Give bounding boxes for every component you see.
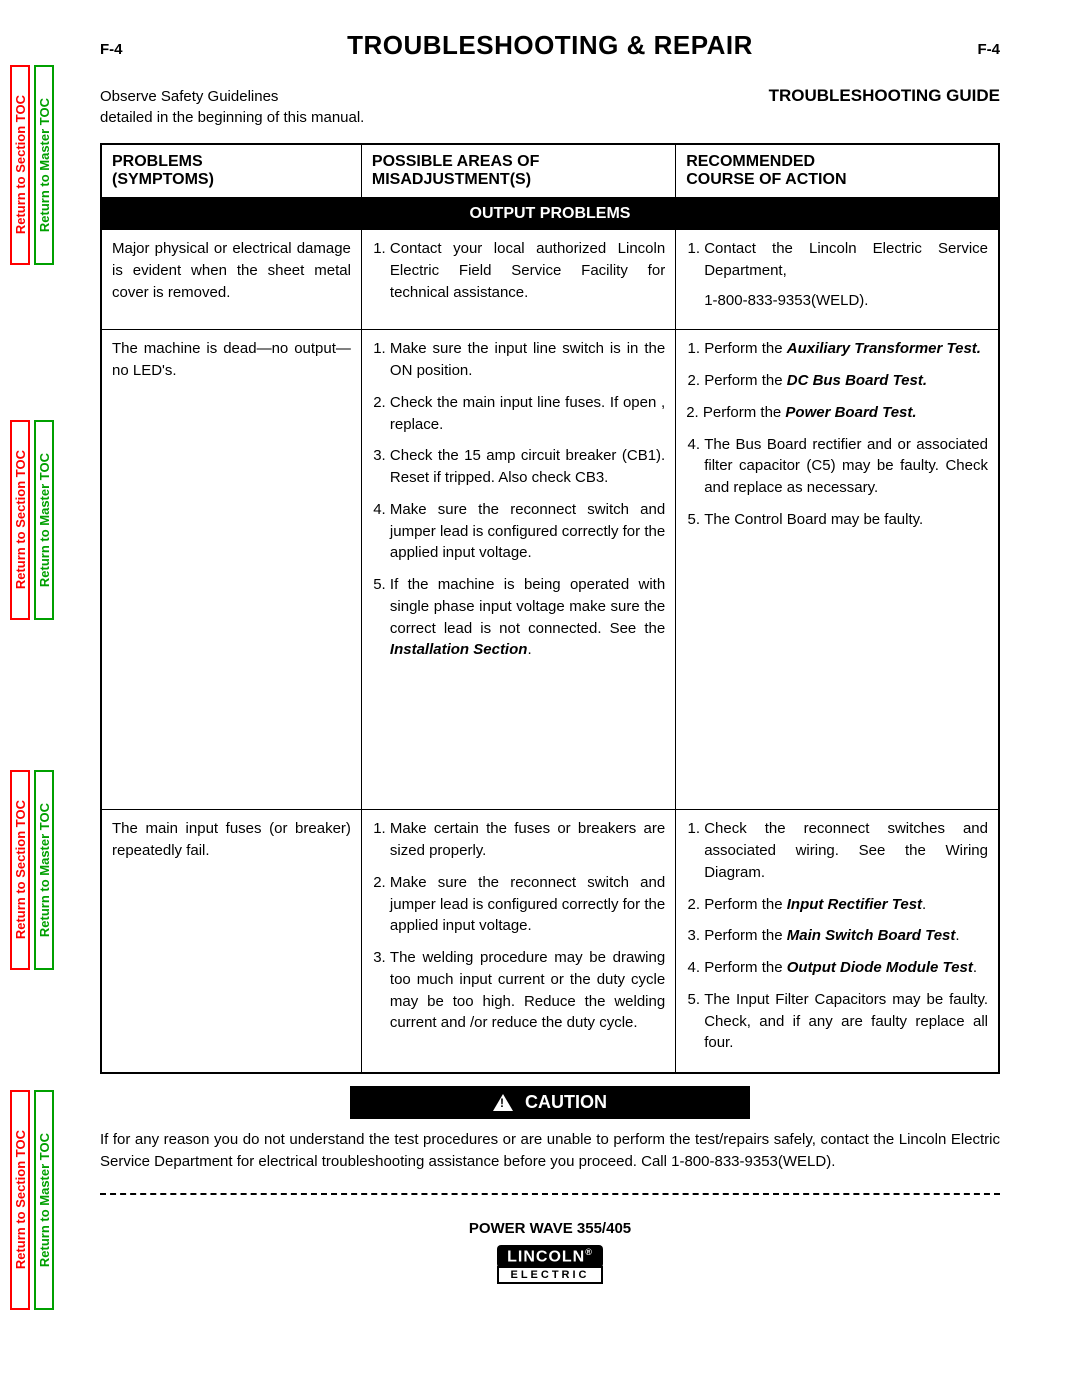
dashed-divider [100, 1193, 1000, 1195]
return-section-toc-tab[interactable]: Return to Section TOC [10, 420, 30, 620]
logo-top: LINCOLN® [497, 1245, 603, 1268]
table-header-row: PROBLEMS (SYMPTOMS) POSSIBLE AREAS OF MI… [101, 144, 999, 198]
col-header-problems: PROBLEMS (SYMPTOMS) [101, 144, 361, 198]
list-item: Perform the Output Diode Module Test. [704, 957, 988, 979]
list-item: 2. Perform the Power Board Test. [704, 402, 988, 424]
areas-cell: Contact your local authorized Lincoln El… [361, 230, 675, 330]
actions-cell: Contact the Lincoln Electric Service Dep… [676, 230, 999, 330]
list-item: If the machine is being operated with si… [390, 574, 665, 661]
table-row: Major physical or electrical damage is e… [101, 230, 999, 330]
side-navigation-tabs: Return to Section TOCReturn to Master TO… [0, 0, 60, 1397]
areas-cell: Make sure the input line switch is in th… [361, 330, 675, 810]
model-name: POWER WAVE 355/405 [100, 1220, 1000, 1237]
troubleshooting-table: PROBLEMS (SYMPTOMS) POSSIBLE AREAS OF MI… [100, 143, 1000, 1074]
col-header-areas: POSSIBLE AREAS OF MISADJUSTMENT(S) [361, 144, 675, 198]
page-number-left: F-4 [100, 41, 123, 58]
safety-note-line2: detailed in the beginning of this manual… [100, 109, 364, 126]
list-item: Make sure the reconnect switch and jumpe… [390, 499, 665, 564]
list-item: Contact your local authorized Lincoln El… [390, 238, 665, 303]
return-section-toc-tab[interactable]: Return to Section TOC [10, 65, 30, 265]
warning-triangle-icon [493, 1094, 513, 1111]
table-band-row: OUTPUT PROBLEMS [101, 198, 999, 230]
actions-cell: Check the reconnect switches and associa… [676, 810, 999, 1073]
safety-note: Observe Safety Guidelines detailed in th… [100, 86, 364, 128]
areas-cell: Make certain the fuses or breakers are s… [361, 810, 675, 1073]
list-item: Perform the Input Rectifier Test. [704, 894, 988, 916]
actions-cell: Perform the Auxiliary Transformer Test. P… [676, 330, 999, 810]
sub-header-row: Observe Safety Guidelines detailed in th… [100, 86, 1000, 128]
list-item: Make sure the input line switch is in th… [390, 338, 665, 382]
return-master-toc-tab[interactable]: Return to Master TOC [34, 420, 54, 620]
caution-label: CAUTION [525, 1092, 607, 1113]
problem-cell: Major physical or electrical damage is e… [101, 230, 361, 330]
table-row: The main input fuses (or breaker) repeat… [101, 810, 999, 1073]
lincoln-electric-logo: LINCOLN® ELECTRIC [497, 1245, 603, 1284]
page-content: F-4 TROUBLESHOOTING & REPAIR F-4 Observe… [70, 0, 1050, 1314]
list-item: Contact the Lincoln Electric Service Dep… [704, 238, 988, 311]
main-title: TROUBLESHOOTING & REPAIR [347, 30, 753, 61]
return-master-toc-tab[interactable]: Return to Master TOC [34, 65, 54, 265]
problem-cell: The main input fuses (or breaker) repeat… [101, 810, 361, 1073]
troubleshooting-guide-label: TROUBLESHOOTING GUIDE [769, 86, 1000, 128]
return-master-toc-tab[interactable]: Return to Master TOC [34, 770, 54, 970]
page-header: F-4 TROUBLESHOOTING & REPAIR F-4 [100, 30, 1000, 61]
list-item: Perform the Auxiliary Transformer Test. [704, 338, 988, 360]
caution-text: If for any reason you do not understand … [100, 1129, 1000, 1173]
list-item: Make sure the reconnect switch and jumpe… [390, 872, 665, 937]
list-item: Perform the DC Bus Board Test. [704, 370, 988, 392]
output-problems-band: OUTPUT PROBLEMS [101, 198, 999, 230]
return-master-toc-tab[interactable]: Return to Master TOC [34, 1090, 54, 1310]
return-section-toc-tab[interactable]: Return to Section TOC [10, 770, 30, 970]
page-number-right: F-4 [977, 41, 1000, 58]
page-footer: POWER WAVE 355/405 LINCOLN® ELECTRIC [100, 1220, 1000, 1284]
logo-bottom: ELECTRIC [497, 1266, 603, 1284]
list-item: The welding procedure may be drawing too… [390, 947, 665, 1034]
list-item: The Control Board may be faulty. [704, 509, 988, 531]
list-item: Make certain the fuses or breakers are s… [390, 818, 665, 862]
list-item: Check the main input line fuses. If open… [390, 392, 665, 436]
problem-cell: The machine is dead—no output—no LED's. [101, 330, 361, 810]
list-item: Perform the Main Switch Board Test. [704, 925, 988, 947]
safety-note-line1: Observe Safety Guidelines [100, 88, 278, 105]
caution-bar: CAUTION [350, 1086, 750, 1119]
table-row: The machine is dead—no output—no LED's. M… [101, 330, 999, 810]
list-item: The Bus Board rectifier and or associate… [704, 434, 988, 499]
list-item: Check the reconnect switches and associa… [704, 818, 988, 883]
return-section-toc-tab[interactable]: Return to Section TOC [10, 1090, 30, 1310]
col-header-actions: RECOMMENDED COURSE OF ACTION [676, 144, 999, 198]
list-item: The Input Filter Capacitors may be fault… [704, 989, 988, 1054]
list-item: Check the 15 amp circuit breaker (CB1). … [390, 445, 665, 489]
